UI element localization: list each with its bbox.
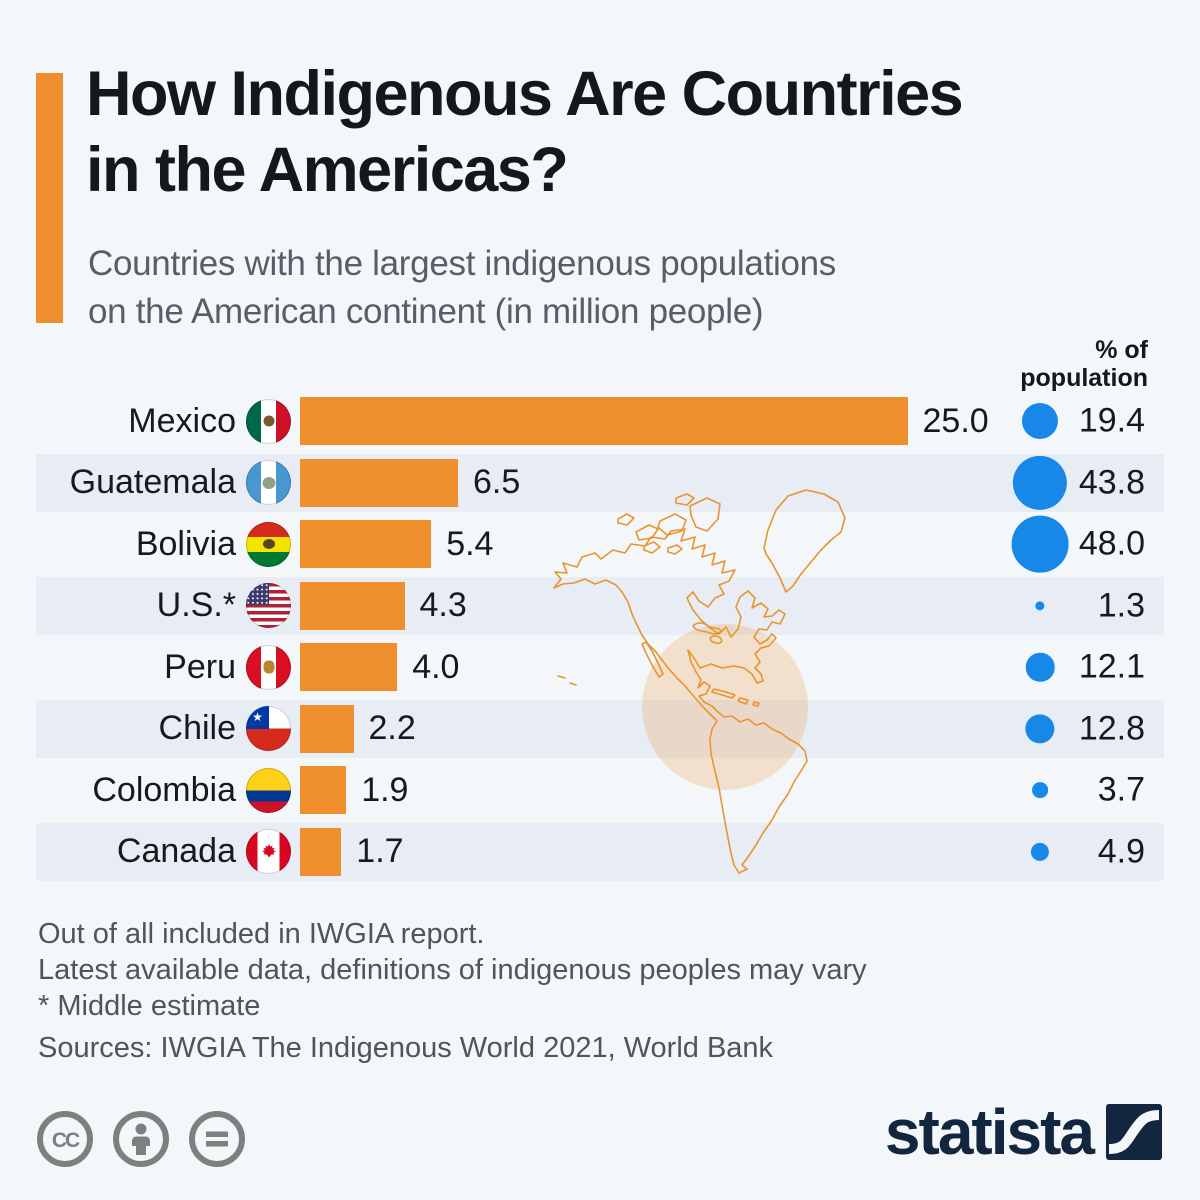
chart-row-canada: Canada 1.7 4.9 <box>36 822 1164 881</box>
flag-emblem <box>263 660 274 674</box>
flag-emblem <box>246 583 269 605</box>
chart-row-chile: Chile 2.2 12.8 <box>36 699 1164 758</box>
flag-guatemala-icon <box>246 460 291 505</box>
pct-circle <box>1030 842 1050 861</box>
flag-chile-icon <box>246 706 291 751</box>
pct-circle <box>1012 455 1068 510</box>
pct-value: 3.7 <box>1097 770 1145 809</box>
country-label: Guatemala <box>69 463 236 501</box>
flag-mexico-icon <box>246 398 291 444</box>
pct-column-header: % of population <box>1020 336 1148 392</box>
pct-value: 48.0 <box>1078 524 1145 563</box>
country-label: U.S.* <box>156 586 236 624</box>
population-bar <box>300 520 432 568</box>
pct-circle <box>1025 713 1055 744</box>
pct-circle <box>1011 515 1069 573</box>
population-value: 1.7 <box>356 832 404 870</box>
statista-wordmark: statista <box>884 1096 1095 1168</box>
title-line-2: in the Americas? <box>86 135 569 205</box>
subtitle: Countries with the largest indigenous po… <box>88 240 836 336</box>
chart-row-guatemala: Guatemala 6.5 43.8 <box>36 453 1164 512</box>
subtitle-line-2: on the American continent (in million pe… <box>88 292 764 331</box>
population-value: 1.9 <box>361 770 409 809</box>
country-label: Peru <box>164 647 236 686</box>
maple-leaf-icon <box>261 843 276 857</box>
footnote-3: * Middle estimate <box>38 990 261 1022</box>
license-icons: CC <box>36 1110 246 1168</box>
chart-row-peru: Peru 4.0 12.1 <box>36 638 1164 696</box>
pct-value: 12.8 <box>1078 709 1145 747</box>
pct-circle <box>1025 652 1055 682</box>
population-bar <box>300 397 908 445</box>
flag-emblem <box>246 706 269 729</box>
pct-value: 4.9 <box>1097 832 1145 870</box>
pct-value: 19.4 <box>1078 401 1145 440</box>
flag-emblem <box>262 539 275 549</box>
population-bar <box>300 827 342 876</box>
pct-value: 12.1 <box>1078 647 1145 686</box>
population-value: 5.4 <box>446 524 494 563</box>
pct-header-line-1: % of <box>1095 336 1148 364</box>
svg-text:CC: CC <box>52 1129 80 1152</box>
title-line-1: How Indigenous Are Countries <box>86 59 964 129</box>
statista-branding: statista <box>885 1100 1162 1164</box>
flag-canada-icon <box>246 829 291 874</box>
bar-chart: Mexico 25.0 19.4 Guatemala 6.5 43.8 Bolivia 5.4… <box>36 392 1164 884</box>
chart-row-us: U.S.* 4.3 1.3 <box>36 576 1164 635</box>
country-label: Bolivia <box>135 524 236 563</box>
flag-us-icon <box>246 583 291 628</box>
country-label: Canada <box>116 832 236 870</box>
population-bar <box>300 766 347 814</box>
flag-emblem <box>262 476 275 489</box>
population-value: 4.3 <box>419 586 467 624</box>
country-label: Colombia <box>92 770 236 809</box>
flag-bolivia-icon <box>246 521 291 567</box>
country-label: Chile <box>158 709 236 747</box>
pct-value: 43.8 <box>1078 463 1145 501</box>
pct-value: 1.3 <box>1097 586 1145 624</box>
source-line: Sources: IWGIA The Indigenous World 2021… <box>38 1032 774 1064</box>
chart-row-bolivia: Bolivia 5.4 48.0 <box>36 515 1164 573</box>
population-value: 4.0 <box>412 647 460 686</box>
title-accent-bar <box>36 73 63 323</box>
footnote-1: Out of all included in IWGIA report. <box>38 918 485 950</box>
population-bar <box>300 458 458 507</box>
chart-row-colombia: Colombia 1.9 3.7 <box>36 761 1164 819</box>
subtitle-line-1: Countries with the largest indigenous po… <box>88 244 837 283</box>
population-bar <box>300 581 405 630</box>
pct-circle <box>1035 600 1045 611</box>
statista-logo-icon <box>1106 1104 1162 1160</box>
population-value: 25.0 <box>922 401 989 440</box>
cc-icon: CC <box>37 1111 93 1167</box>
flag-emblem <box>263 415 274 427</box>
footnote-2: Latest available data, definitions of in… <box>38 954 867 986</box>
flag-peru-icon <box>246 644 291 690</box>
population-bar <box>300 704 354 753</box>
chart-row-mexico: Mexico 25.0 19.4 <box>36 392 1164 450</box>
population-value: 2.2 <box>368 709 416 747</box>
footnotes: Out of all included in IWGIA report. Lat… <box>38 916 867 1024</box>
page-title: How Indigenous Are Countries in the Amer… <box>86 56 964 208</box>
population-bar <box>300 643 398 691</box>
pct-circle <box>1021 402 1059 440</box>
no-derivatives-equals-icon <box>189 1111 245 1167</box>
pct-header-line-2: population <box>1020 364 1148 392</box>
flag-colombia-icon <box>246 767 291 813</box>
population-value: 6.5 <box>473 463 521 501</box>
attribution-person-icon <box>113 1111 169 1167</box>
country-label: Mexico <box>128 401 236 440</box>
pct-circle <box>1032 782 1048 798</box>
